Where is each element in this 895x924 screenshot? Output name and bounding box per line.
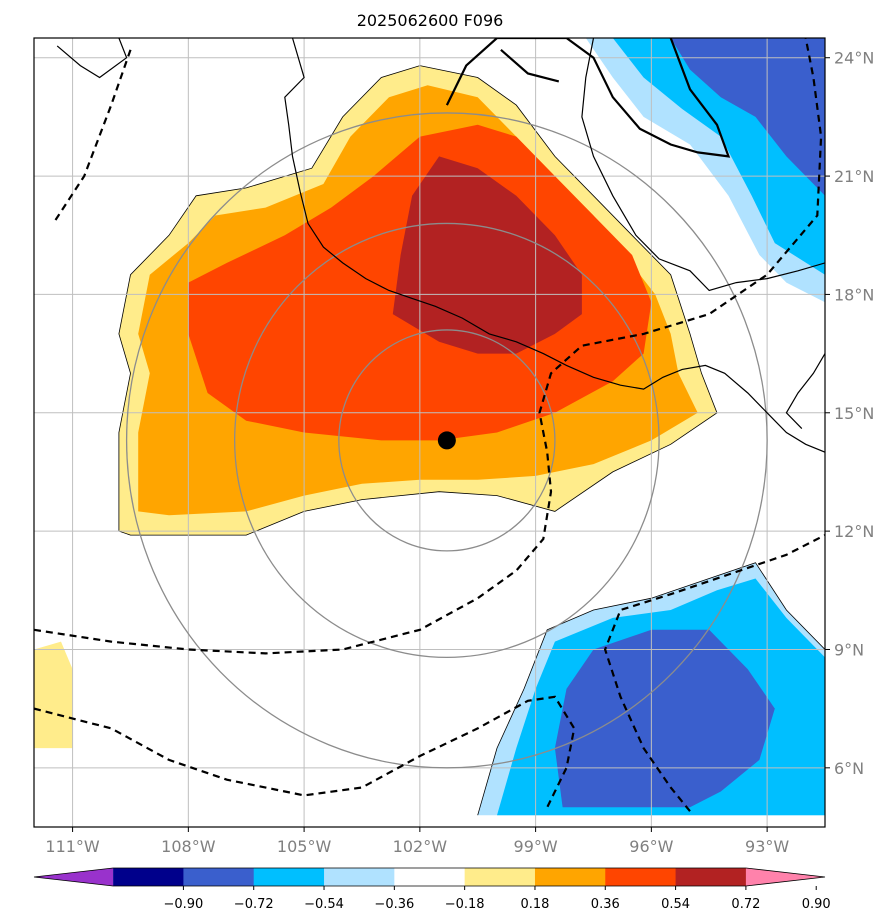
y-tick-label-2: 12°N (834, 522, 874, 541)
y-tick-label-1: 9°N (834, 640, 864, 659)
colorbar: −0.90 −0.72 −0.54 −0.36 −0.18 0.18 0.36 0.54 0.7… (33, 867, 831, 912)
x-tick-label-2: 105°W (277, 837, 332, 856)
y-tick-label-3: 15°N (834, 404, 874, 423)
solid-contour-0 (445, 38, 731, 158)
colorbar-outline (33, 867, 826, 887)
range-ring-1 (233, 222, 660, 659)
range-ring-0 (338, 329, 556, 552)
colorbar-segment-3 (253, 868, 325, 886)
colorbar-extend-high (745, 868, 825, 886)
colorbar-label-7: 0.54 (661, 897, 690, 912)
colorbar-label-1: −0.72 (234, 897, 274, 912)
chart-title: 2025062600 F096 (357, 11, 504, 30)
center-marker (437, 431, 456, 450)
x-tick-label-4: 99°W (514, 837, 558, 856)
y-tick-label-4: 18°N (834, 285, 874, 304)
colorbar-segment-1 (113, 868, 184, 886)
dashed-contour-1 (34, 695, 576, 808)
colorbar-label-6: 0.36 (591, 897, 620, 912)
colorbar-label-4: −0.18 (445, 897, 485, 912)
plot-area (34, 38, 825, 827)
x-tick-label-1: 108°W (161, 837, 216, 856)
dashed-contour-2 (603, 534, 825, 812)
colorbar-extend-low (34, 868, 114, 886)
colorbar-label-0: −0.90 (163, 897, 203, 912)
y-tick-label-0: 6°N (834, 759, 864, 778)
coastline-0 (284, 38, 825, 453)
x-tick-label-0: 111°W (45, 837, 100, 856)
colorbar-segment-6 (464, 868, 536, 886)
filled-region-7 (554, 629, 775, 808)
colorbar-label-5: 0.18 (520, 897, 549, 912)
colorbar-segment-4 (324, 868, 395, 886)
contour-outline-positive (118, 65, 718, 536)
colorbar-segment-8 (605, 868, 677, 886)
range-ring-2 (125, 112, 768, 769)
x-tick-label-3: 102°W (393, 837, 448, 856)
colorbar-label-3: −0.36 (374, 897, 414, 912)
colorbar-segment-7 (534, 868, 606, 886)
colorbar-segment-2 (183, 868, 255, 886)
dashed-contour-0 (34, 38, 823, 655)
filled-region-10 (670, 38, 825, 196)
dashed-contour-3 (52, 49, 132, 225)
y-tick-label-5: 21°N (834, 167, 874, 186)
y-tick-label-6: 24°N (834, 49, 874, 68)
plot-frame (33, 37, 826, 828)
colorbar-segment-5 (394, 868, 466, 886)
filled-region-1 (34, 641, 73, 749)
coastline-1 (581, 38, 825, 292)
coastline-3 (56, 38, 128, 79)
colorbar-label-2: −0.54 (304, 897, 344, 912)
x-tick-label-6: 93°W (745, 837, 789, 856)
solid-contour-1 (500, 48, 560, 83)
x-tick-label-5: 96°W (629, 837, 673, 856)
filled-region-4 (392, 156, 582, 354)
colorbar-segment-9 (675, 868, 747, 886)
coastline-2 (785, 353, 825, 430)
colorbar-label-9: 0.90 (802, 897, 831, 912)
colorbar-label-8: 0.72 (731, 897, 760, 912)
axis-ticks: 111°W 108°W 105°W 102°W 99°W 96°W 93°W 6°N 9°N 12… (45, 49, 874, 856)
